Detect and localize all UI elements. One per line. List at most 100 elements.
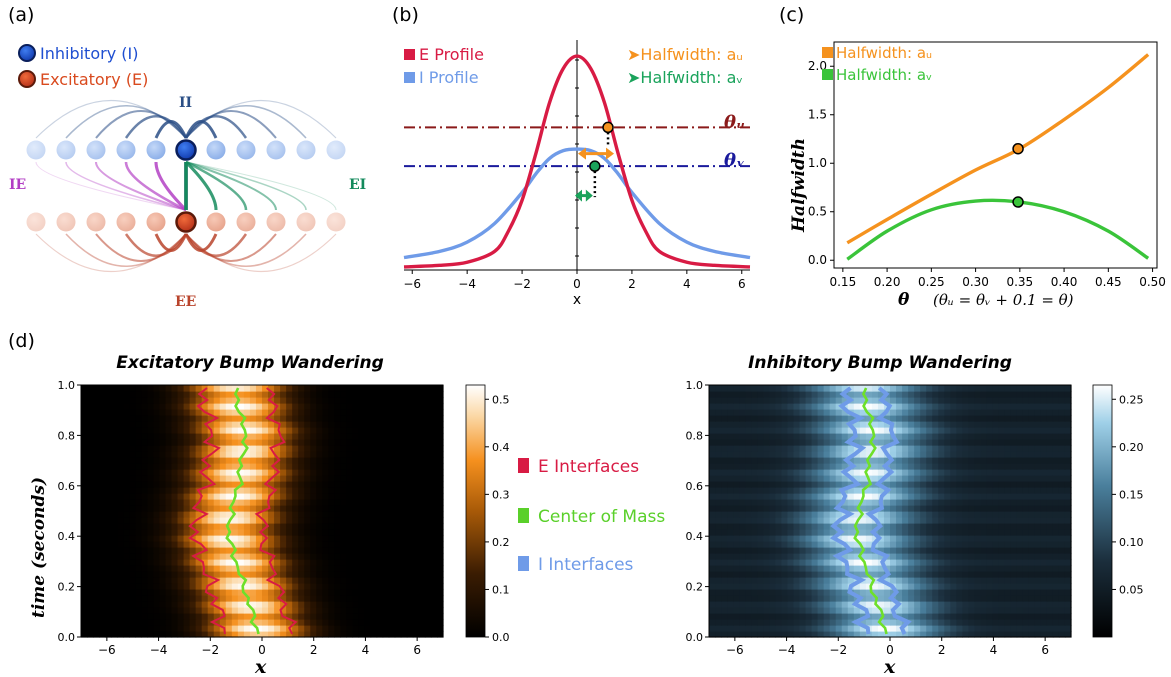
heatmap-cell xyxy=(255,541,263,548)
heatmap-cell xyxy=(998,529,1006,536)
heatmap-cell xyxy=(171,517,179,524)
heatmap-cell xyxy=(1064,457,1072,464)
heatmap-cell xyxy=(129,403,136,410)
label-theta-u: θᵤ xyxy=(724,112,745,133)
heatmap-cell xyxy=(962,475,970,482)
heatmap-cell xyxy=(883,421,891,428)
heatmap-cell xyxy=(871,415,879,422)
heatmap-cell xyxy=(201,415,209,422)
heatmap-cell xyxy=(298,553,305,560)
heatmap-cell xyxy=(1040,631,1048,638)
heatmap-cell xyxy=(1016,469,1024,476)
heatmap-cell xyxy=(986,433,994,440)
heatmap-cell xyxy=(286,487,293,494)
heatmap-cell xyxy=(231,607,239,614)
heatmap-cell xyxy=(835,631,843,638)
ii-arrow xyxy=(95,109,187,139)
heatmap-cell xyxy=(781,535,789,542)
heatmap-cell xyxy=(364,595,372,602)
heatmap-cell xyxy=(123,409,130,416)
heatmap-cell xyxy=(902,571,909,578)
heatmap-cell xyxy=(171,433,179,440)
heatmap-cell xyxy=(926,409,933,416)
heatmap-cell xyxy=(739,493,746,500)
heatmap-cell xyxy=(805,631,813,638)
heatmap-cell xyxy=(968,457,976,464)
heatmap-cell xyxy=(974,463,982,470)
heatmap-cell xyxy=(340,625,348,632)
heatmap-cell xyxy=(129,457,136,464)
heatmap-cell xyxy=(123,571,130,578)
heatmap-cell xyxy=(745,523,752,530)
legend-inhibitory: Inhibitory (I) xyxy=(40,44,138,63)
heatmap-cell xyxy=(352,493,360,500)
heatmap-cell xyxy=(968,445,976,452)
heatmap-cell xyxy=(189,481,197,488)
heatmap-cell xyxy=(763,619,770,626)
heatmap-cell xyxy=(201,505,209,512)
heatmap-cell xyxy=(117,505,124,512)
heatmap-cell xyxy=(938,517,945,524)
heatmap-cell xyxy=(811,583,819,590)
heatmap-cell xyxy=(123,589,130,596)
heatmap-cell xyxy=(1064,511,1072,518)
heatmap-cell xyxy=(225,445,233,452)
profile-chart: −6 −4 −2 0 2 4 6x E Profile I Profile ➤Halfwid… xyxy=(403,40,751,308)
heatmap-cell xyxy=(237,505,245,512)
label-ie: IE xyxy=(9,177,26,193)
heatmap-cell xyxy=(757,571,764,578)
c-x-tick-label: 0.50 xyxy=(1139,275,1166,289)
heatmap-cell xyxy=(914,595,921,602)
heatmap-cell xyxy=(980,415,988,422)
heatmap-cell xyxy=(986,559,994,566)
heatmap-cell xyxy=(406,631,414,638)
heatmap-cell xyxy=(159,391,167,398)
heatmap-cell xyxy=(141,607,148,614)
heatmap-cell xyxy=(388,547,396,554)
heatmap-cell xyxy=(1016,487,1024,494)
heatmap-cell xyxy=(87,613,94,620)
heatmap-cell xyxy=(1046,499,1054,506)
heatmap-cell xyxy=(883,529,891,536)
heatmap-cell xyxy=(219,469,227,476)
heatmap-cell xyxy=(255,397,263,404)
heatmap-cell xyxy=(1022,439,1030,446)
heatmap-cell xyxy=(715,541,722,548)
heatmap-cell xyxy=(1016,541,1024,548)
heatmap-cell xyxy=(87,571,94,578)
heatmap-cell xyxy=(298,595,305,602)
heatmap-cell xyxy=(1058,433,1066,440)
heatmap-cell xyxy=(920,601,927,608)
heatmap-cell xyxy=(823,523,831,530)
heatmap-cell xyxy=(316,541,323,548)
heatmap-cell xyxy=(1046,427,1054,434)
heatmap-cell xyxy=(159,403,167,410)
heatmap-cell xyxy=(781,541,789,548)
heatmap-cell xyxy=(745,565,752,572)
heatmap-cell xyxy=(914,511,921,518)
heatmap-cell xyxy=(781,613,789,620)
heatmap-cell xyxy=(715,631,722,638)
heatmap-cell xyxy=(992,577,1000,584)
heatmap-cell xyxy=(962,445,970,452)
heatmap-cell xyxy=(902,517,909,524)
heatmap-cell xyxy=(1064,631,1072,638)
heatmap-cell xyxy=(147,385,154,392)
heatmap-cell xyxy=(727,589,734,596)
heatmap-cell xyxy=(950,541,957,548)
heatmap-cell xyxy=(992,595,1000,602)
heatmap-cell xyxy=(709,589,716,596)
heatmap-cell xyxy=(364,409,372,416)
heatmap-cell xyxy=(268,541,275,548)
heatmap-cell xyxy=(189,463,197,470)
heatmap-cell xyxy=(111,541,118,548)
heatmap-cell xyxy=(219,403,227,410)
heatmap-cell xyxy=(769,469,776,476)
heatmap-cell xyxy=(171,559,179,566)
heatmap-cell xyxy=(787,421,795,428)
heatmap-cell xyxy=(237,577,245,584)
heatmap-cell xyxy=(715,529,722,536)
heatmap-cell xyxy=(213,583,221,590)
heatmap-cell xyxy=(956,547,963,554)
heatmap-cell xyxy=(1040,535,1048,542)
